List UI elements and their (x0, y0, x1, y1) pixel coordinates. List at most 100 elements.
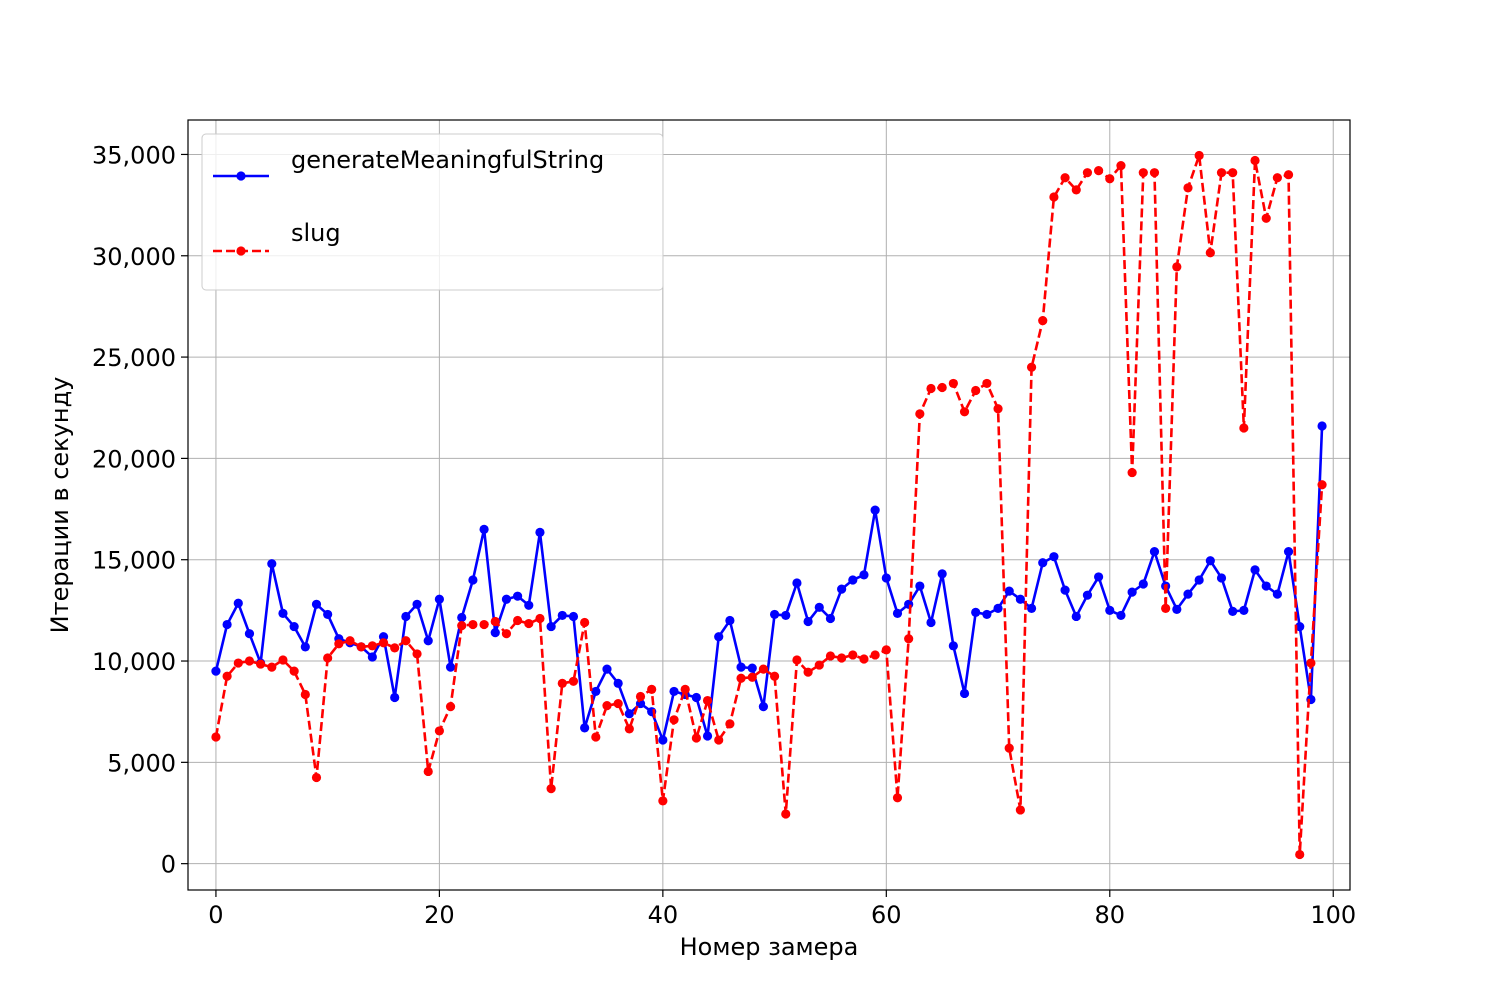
data-point (1127, 467, 1137, 478)
data-point (445, 662, 456, 672)
data-point (1172, 262, 1182, 272)
data-point (635, 691, 646, 702)
data-point (859, 570, 869, 580)
data-point (412, 599, 422, 609)
data-point (825, 651, 836, 661)
legend-entry-slug: slug (213, 219, 341, 256)
data-point (691, 733, 701, 743)
data-point (892, 793, 903, 803)
data-point (289, 666, 299, 676)
data-point (848, 650, 858, 660)
data-point (904, 599, 914, 609)
data-point (1261, 581, 1271, 591)
x-tick-label: 0 (208, 901, 223, 929)
data-point (714, 735, 724, 745)
data-point (568, 676, 579, 686)
data-point (557, 678, 567, 688)
data-point (870, 650, 880, 660)
data-point (1038, 316, 1048, 326)
data-point (580, 617, 590, 628)
data-point (792, 578, 802, 588)
data-point (211, 666, 221, 676)
y-tick-label: 30,000 (92, 243, 176, 271)
data-point (1105, 605, 1115, 615)
data-point (468, 619, 478, 630)
data-point (1094, 166, 1104, 176)
data-point (1060, 585, 1070, 595)
data-point (524, 618, 534, 629)
series-markers-slug (211, 150, 1327, 860)
data-point (736, 673, 746, 683)
data-point (278, 608, 288, 619)
y-tick-label: 5,000 (107, 749, 176, 777)
y-tick-label: 15,000 (92, 547, 176, 575)
legend-marker-red (236, 246, 246, 256)
data-point (1138, 168, 1148, 178)
data-point (1094, 572, 1104, 582)
data-point (1105, 174, 1115, 184)
data-point (859, 654, 869, 664)
data-point (1026, 362, 1037, 372)
data-point (1127, 587, 1137, 597)
data-point (1283, 170, 1294, 180)
data-point (747, 672, 757, 682)
x-tick-label: 20 (424, 901, 455, 929)
data-point (915, 409, 925, 419)
data-point (948, 378, 958, 389)
data-point (1283, 547, 1294, 557)
data-point (401, 611, 411, 622)
data-point (1194, 575, 1204, 585)
data-point (1317, 480, 1327, 490)
data-point (658, 735, 668, 745)
x-tick-label: 80 (1095, 901, 1126, 929)
data-point (881, 573, 891, 583)
data-point (1038, 558, 1048, 568)
data-point (959, 407, 970, 417)
data-point (769, 609, 780, 620)
data-point (624, 709, 634, 719)
data-point (613, 698, 623, 709)
data-point (524, 600, 534, 610)
series-line-generateMeaningfulString (214, 425, 1324, 742)
data-point (1239, 605, 1249, 615)
data-point (256, 659, 266, 669)
data-point (814, 602, 824, 612)
x-axis-label: Номер замера (680, 933, 859, 961)
data-point (211, 732, 221, 742)
data-point (937, 382, 947, 393)
data-point (1004, 586, 1014, 596)
data-point (479, 524, 489, 534)
x-tick-label: 100 (1310, 901, 1356, 929)
data-point (423, 636, 433, 646)
data-point (814, 660, 824, 670)
data-point (401, 636, 411, 646)
data-point (971, 385, 981, 396)
data-point (591, 732, 601, 742)
data-point (971, 607, 981, 617)
data-point (367, 641, 377, 651)
data-point (1071, 611, 1081, 622)
data-point (702, 731, 713, 741)
data-point (267, 662, 277, 672)
data-point (557, 610, 567, 621)
data-point (691, 692, 701, 703)
data-point (390, 692, 400, 703)
data-point (680, 684, 690, 694)
data-point (747, 663, 757, 673)
data-point (1172, 604, 1182, 614)
data-point (781, 809, 791, 819)
data-point (702, 695, 713, 706)
data-point (222, 619, 232, 630)
data-point (535, 613, 545, 624)
data-point (948, 641, 958, 651)
data-point (323, 653, 333, 663)
data-point (390, 643, 400, 653)
data-point (1082, 590, 1093, 600)
data-point (993, 404, 1003, 414)
data-point (602, 701, 612, 711)
data-point (244, 629, 255, 639)
data-point (669, 715, 679, 725)
series-line-slug (214, 154, 1324, 856)
data-point (412, 649, 422, 659)
data-point (434, 726, 444, 736)
